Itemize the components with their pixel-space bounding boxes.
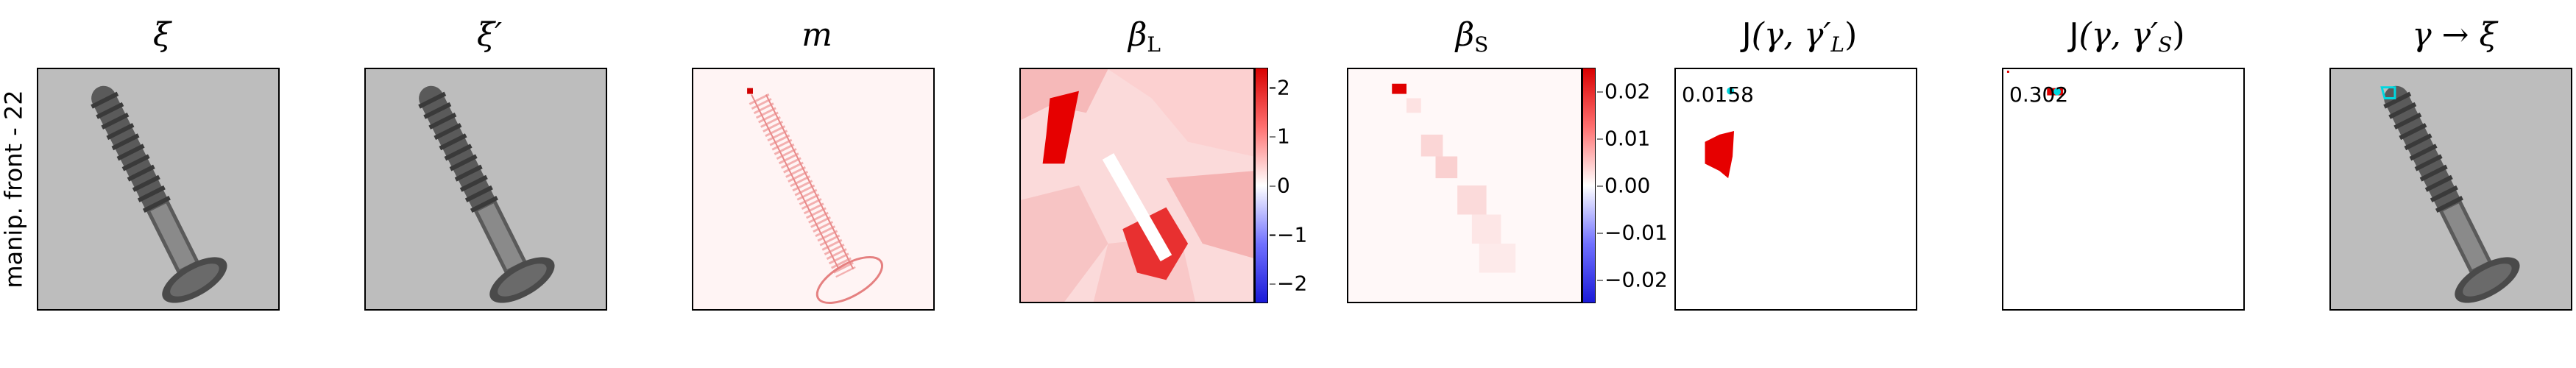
- cbar-tick: −1: [1269, 222, 1308, 247]
- panel-m: m: [692, 0, 942, 316]
- mask-j-s: [2002, 68, 2245, 311]
- panel-title-j-l: J(γ, γ′L): [1741, 16, 1858, 57]
- panel-beta-l: βL 2 1 0 −1 −2: [1019, 0, 1307, 316]
- cbar-tick: 2: [1270, 75, 1290, 100]
- row-label-text: manip. front - 22: [0, 90, 28, 289]
- heatmap-beta-s: [1347, 68, 1582, 303]
- cbar-tick: −0.01: [1597, 220, 1668, 245]
- colorbar-beta-l: [1255, 68, 1268, 303]
- screw-drawing: [91, 85, 227, 303]
- cbar-tick: −2: [1269, 271, 1308, 296]
- colorbar-ticks-beta-l: 2 1 0 −1 −2: [1269, 68, 1365, 303]
- image-gamma-to-xi: [2329, 68, 2572, 311]
- panel-gamma-to-xi: γ → ξ: [2329, 0, 2576, 316]
- panel-j-s: J(γ, γ′S) 0.302: [2002, 0, 2252, 316]
- heatmap-beta-l: [1019, 68, 1255, 303]
- cbar-tick: 0.00: [1596, 173, 1651, 198]
- panel-title-beta-s: βS: [1455, 16, 1489, 57]
- cbar-tick: 0: [1270, 173, 1290, 198]
- panel-title-m: m: [802, 16, 832, 54]
- cbar-tick: 1: [1270, 124, 1290, 149]
- image-m: [692, 68, 935, 311]
- image-xi: [37, 68, 280, 311]
- cbar-tick: −0.02: [1597, 267, 1668, 292]
- panel-j-l: J(γ, γ′L) 0.0158: [1674, 0, 1925, 316]
- panel-title-beta-l: βL: [1128, 16, 1161, 57]
- image-xi-prime: [364, 68, 607, 311]
- panel-title-gamma-to-xi: γ → ξ: [2412, 16, 2497, 54]
- panel-beta-s: βS 0.02 0.01 0.00 −0.01 −0.02: [1347, 0, 1668, 316]
- cbar-tick: 0.01: [1596, 126, 1651, 151]
- row-label: manip. front - 22: [0, 68, 28, 311]
- colorbar-beta-s: [1582, 68, 1596, 303]
- panel-title-j-s: J(γ, γ′S): [2069, 16, 2185, 57]
- j-l-score: 0.0158: [1682, 82, 1754, 107]
- panel-xi-prime: ξ′: [364, 0, 615, 316]
- panel-title-xi-prime: ξ′: [476, 16, 503, 54]
- mask-j-l: [1674, 68, 1917, 311]
- j-s-score: 0.302: [2009, 82, 2069, 107]
- panel-xi: ξ: [37, 0, 287, 316]
- colorbar-ticks-beta-s: 0.02 0.01 0.00 −0.01 −0.02: [1596, 68, 1693, 303]
- cbar-tick: 0.02: [1596, 79, 1651, 104]
- panel-title-xi: ξ: [152, 16, 171, 54]
